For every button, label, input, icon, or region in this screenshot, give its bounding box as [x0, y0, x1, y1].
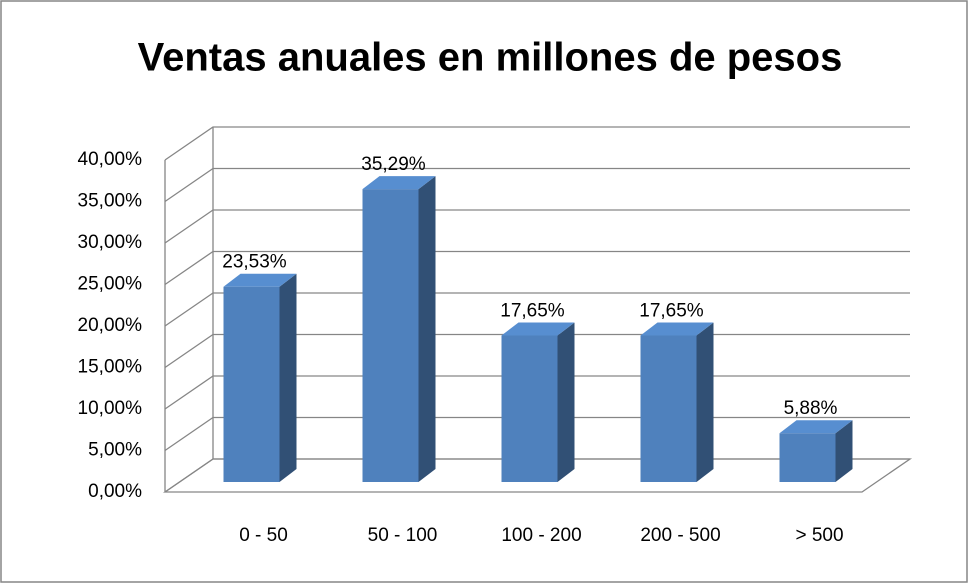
bar-front [640, 335, 697, 482]
y-tick-label: 15,00% [78, 357, 143, 378]
x-tick-label: 50 - 100 [368, 525, 438, 546]
grid-line [164, 292, 910, 327]
grid-line [164, 209, 910, 244]
y-tick-label: 10,00% [78, 398, 143, 419]
y-tick-label: 25,00% [78, 274, 143, 295]
data-label: 5,88% [784, 398, 838, 419]
grid-line [164, 126, 910, 161]
data-label: 35,29% [361, 154, 426, 175]
bar-side [835, 420, 853, 482]
x-tick-label: 200 - 500 [640, 525, 720, 546]
bar-side [279, 273, 297, 482]
bar [501, 322, 575, 482]
grid-line [164, 250, 910, 286]
y-tick-label: 20,00% [78, 315, 143, 336]
data-label: 23,53% [222, 252, 287, 273]
bar-side [696, 322, 714, 482]
y-tick-label: 5,00% [88, 440, 142, 461]
grid-line [164, 167, 910, 203]
bar-top [362, 176, 436, 190]
bar-front [223, 286, 280, 482]
data-label: 17,65% [639, 301, 704, 322]
y-tick-label: 40,00% [78, 149, 143, 170]
y-tick-label: 0,00% [88, 481, 142, 502]
x-tick-label: 0 - 50 [239, 525, 288, 546]
bar [640, 322, 714, 482]
bar-top [779, 420, 853, 434]
x-tick-label: > 500 [795, 525, 843, 546]
bar [362, 176, 436, 482]
bar [779, 420, 853, 482]
x-tick-label: 100 - 200 [501, 525, 581, 546]
bar-front [362, 189, 419, 482]
bar-front [501, 335, 558, 482]
bar-top [640, 322, 714, 336]
y-tick-label: 30,00% [78, 232, 143, 253]
bar-side [418, 176, 436, 482]
bar [223, 273, 297, 482]
chart-title: Ventas anuales en millones de pesos [138, 36, 843, 80]
data-label: 17,65% [500, 301, 565, 322]
y-tick-label: 35,00% [78, 191, 143, 212]
bar-side [557, 322, 575, 482]
bar-top [223, 273, 297, 287]
bar-front [779, 433, 836, 482]
bar-top [501, 322, 575, 336]
